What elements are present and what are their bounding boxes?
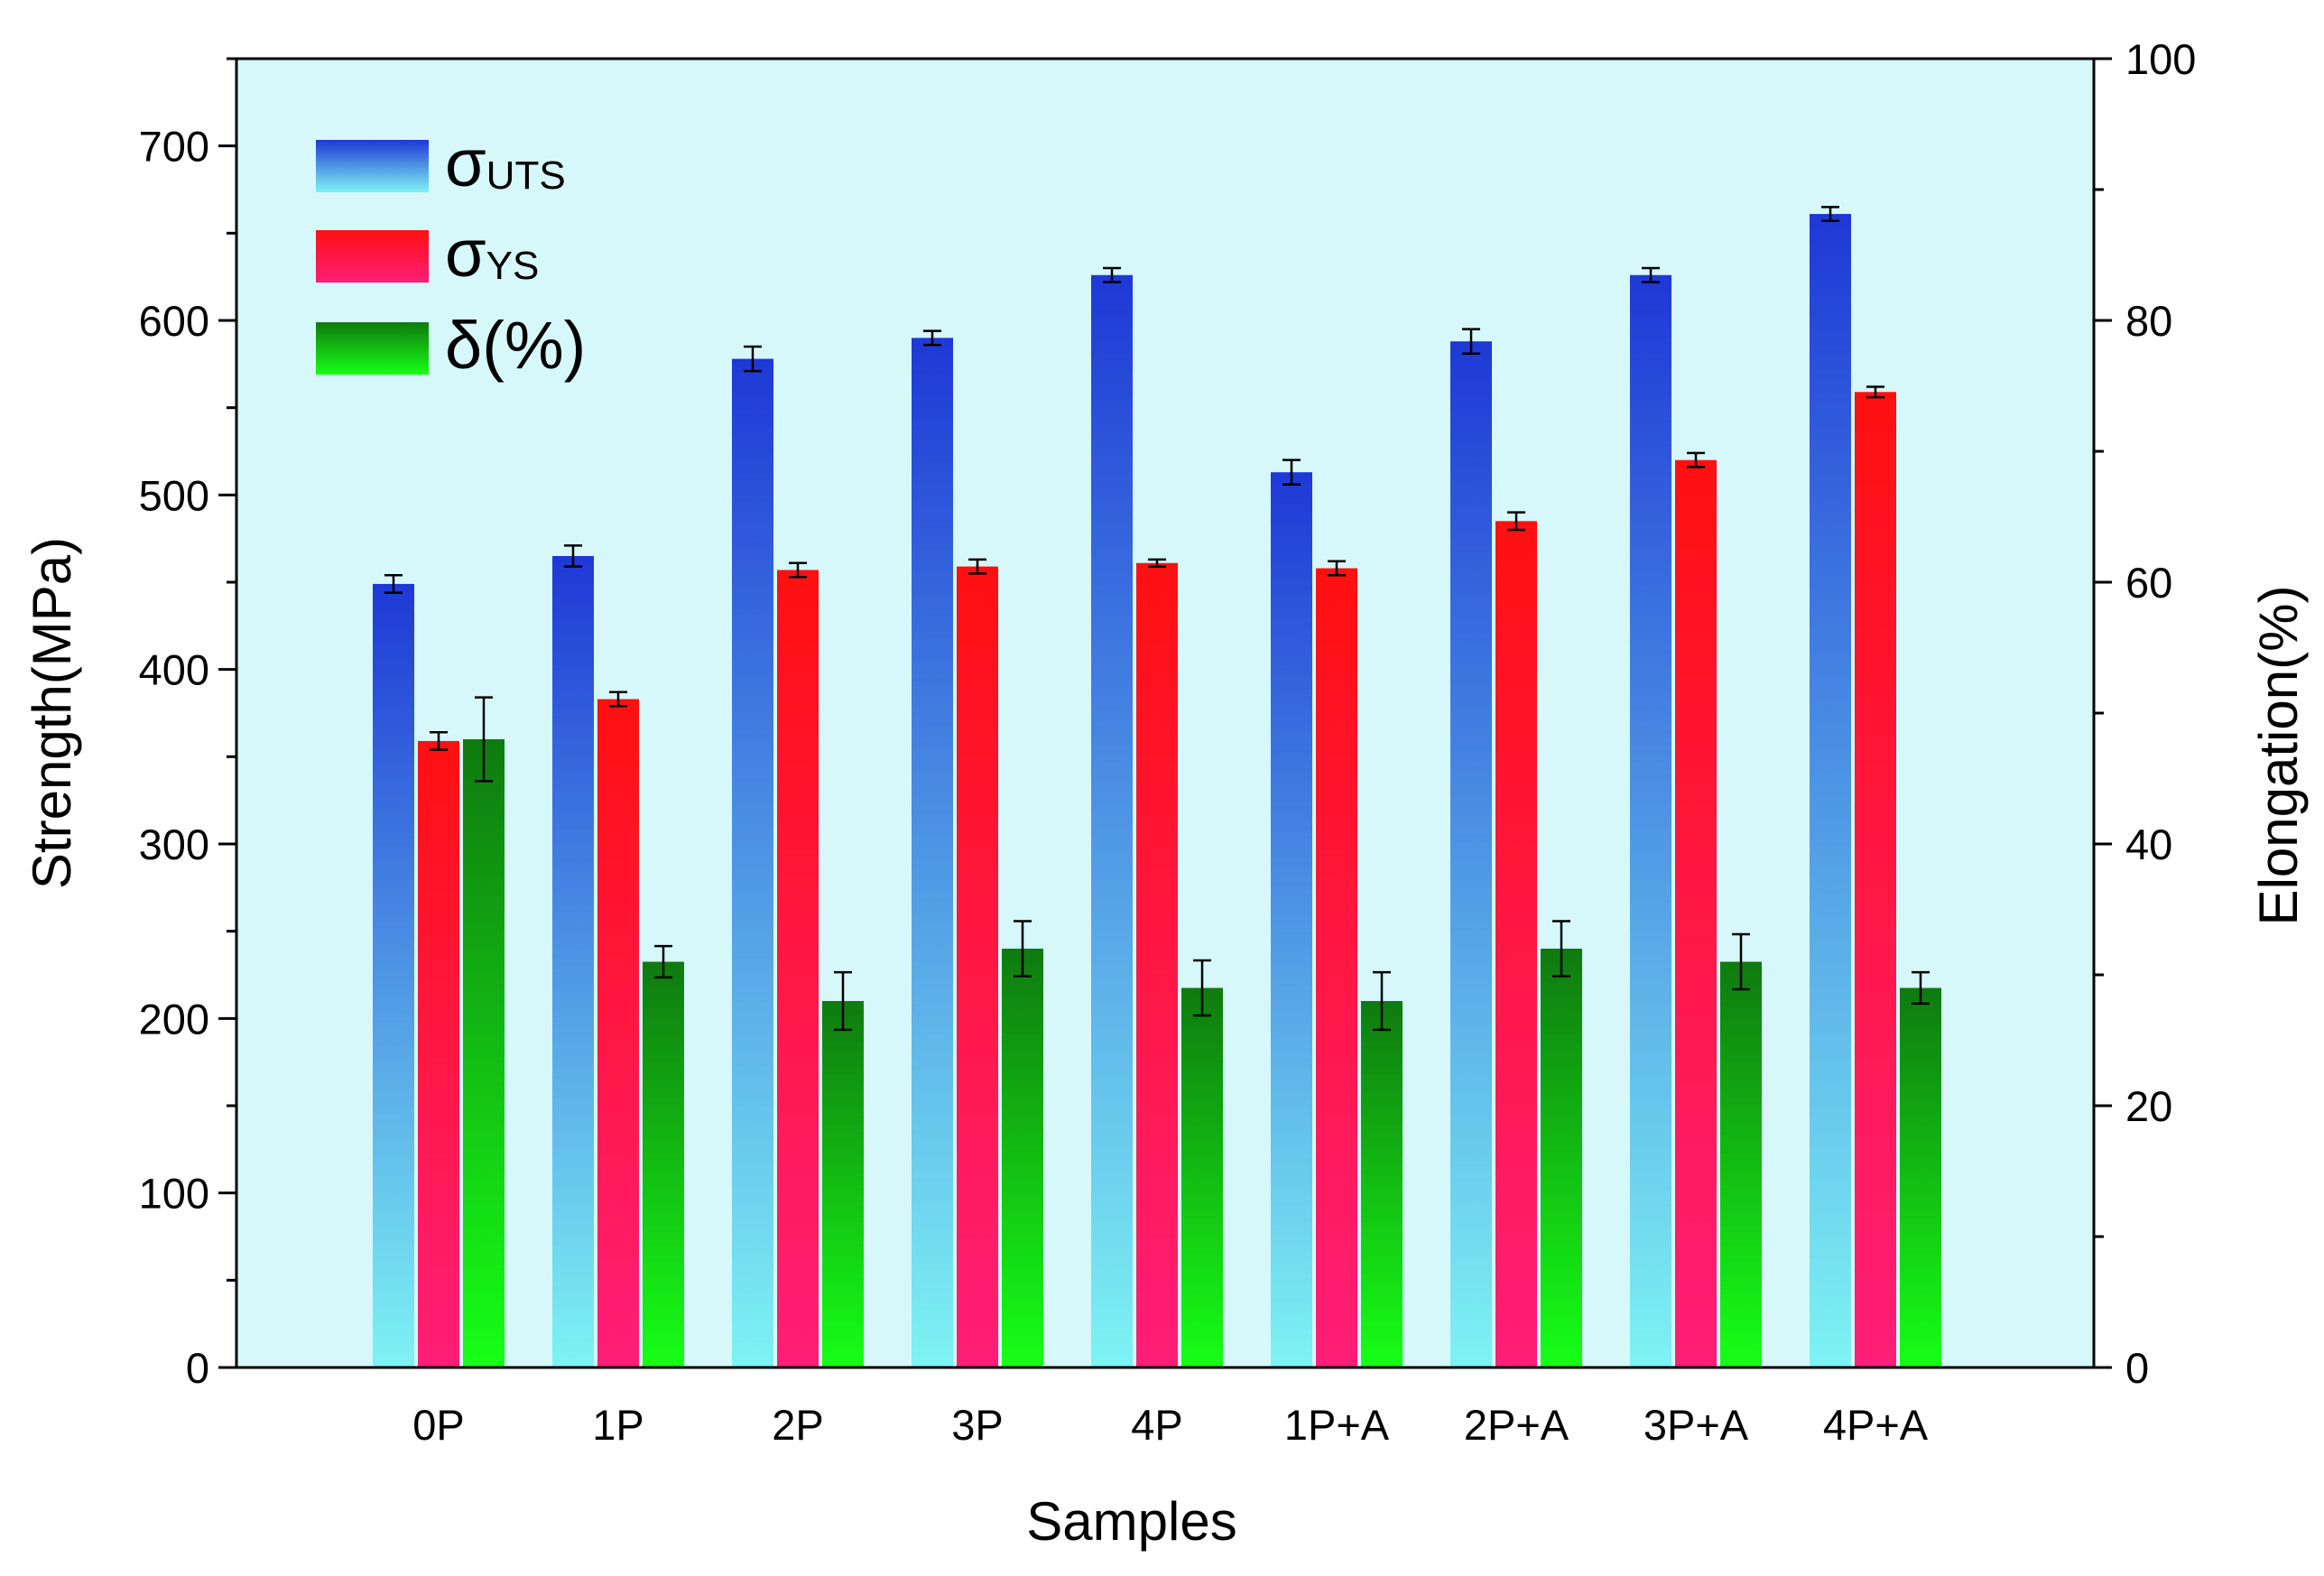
y2-tick-label: 20	[2125, 1082, 2172, 1130]
x-tick-label: 1P+A	[1284, 1401, 1390, 1449]
legend-swatch-ys	[316, 230, 429, 283]
y-tick-label: 600	[139, 297, 209, 345]
bar-elongation-2P	[822, 1001, 864, 1367]
x-tick-label: 3P+A	[1643, 1401, 1749, 1449]
bar-ys-2P	[777, 570, 819, 1367]
axes-group	[218, 57, 2112, 1369]
x-tick-label: 3P	[951, 1401, 1004, 1449]
x-tick-label: 1P	[592, 1401, 644, 1449]
x-axis-title: Samples	[1026, 1491, 1236, 1552]
y2-axis-title: Elongation(%)	[2248, 586, 2309, 926]
bar-elongation-4P	[1181, 987, 1223, 1367]
x-tick-label: 2P+A	[1464, 1401, 1569, 1449]
bar-uts-1P+A	[1271, 472, 1312, 1367]
bar-uts-2P	[732, 358, 773, 1367]
bar-elongation-1P+A	[1361, 1001, 1403, 1367]
y-tick-label: 100	[139, 1170, 209, 1218]
bar-elongation-4P+A	[1900, 987, 1941, 1367]
bar-ys-3P+A	[1675, 459, 1717, 1368]
bar-ys-1P	[597, 699, 639, 1367]
bar-uts-2P+A	[1450, 341, 1492, 1368]
bar-uts-0P	[373, 583, 414, 1367]
y2-tick-label: 100	[2125, 35, 2196, 83]
legend-label-uts: σUTS	[445, 125, 566, 200]
bar-uts-3P	[912, 338, 953, 1367]
legend-swatch-uts	[316, 140, 429, 192]
y-tick-label: 400	[139, 646, 209, 694]
ticks-group: 0P 1P 2P 3P 4P 1P+A 2P+A 3P+A 4P+A01002003004005…	[139, 35, 2197, 1449]
bar-uts-1P	[552, 556, 594, 1367]
x-tick-label: 4P	[1131, 1401, 1183, 1449]
y2-tick-label: 80	[2125, 297, 2172, 345]
y2-tick-label: 0	[2125, 1344, 2149, 1392]
y-tick-label: 700	[139, 123, 209, 171]
bar-elongation-1P	[643, 961, 684, 1367]
y-axis-title: Strength(MPa)	[22, 537, 82, 889]
bar-elongation-3P	[1002, 949, 1043, 1367]
bar-ys-1P+A	[1316, 568, 1357, 1367]
bar-uts-3P+A	[1630, 274, 1671, 1367]
legend-label-elongation: δ(%)	[445, 308, 586, 383]
x-tick-label: 4P+A	[1823, 1401, 1929, 1449]
bar-ys-4P	[1136, 562, 1178, 1367]
legend: σUTS σYS δ(%)	[316, 125, 586, 383]
y2-tick-label: 40	[2125, 820, 2172, 868]
y2-tick-label: 60	[2125, 559, 2172, 607]
bar-ys-2P+A	[1495, 521, 1537, 1367]
bar-ys-0P	[418, 740, 459, 1367]
legend-swatch-elongation	[316, 322, 429, 375]
bar-ys-3P	[957, 566, 998, 1367]
bar-uts-4P	[1091, 274, 1133, 1367]
bar-elongation-3P+A	[1720, 961, 1762, 1367]
bars-group	[373, 206, 1941, 1368]
bar-uts-4P+A	[1810, 214, 1851, 1368]
y-tick-label: 300	[139, 820, 209, 868]
x-tick-label: 0P	[412, 1401, 465, 1449]
bar-ys-4P+A	[1855, 392, 1896, 1368]
x-tick-label: 2P	[772, 1401, 824, 1449]
bar-elongation-0P	[463, 739, 505, 1367]
y-tick-label: 0	[186, 1344, 209, 1392]
legend-label-ys: σYS	[445, 216, 539, 291]
bar-elongation-2P+A	[1541, 949, 1582, 1367]
y-tick-label: 500	[139, 471, 209, 519]
y-tick-label: 200	[139, 995, 209, 1043]
